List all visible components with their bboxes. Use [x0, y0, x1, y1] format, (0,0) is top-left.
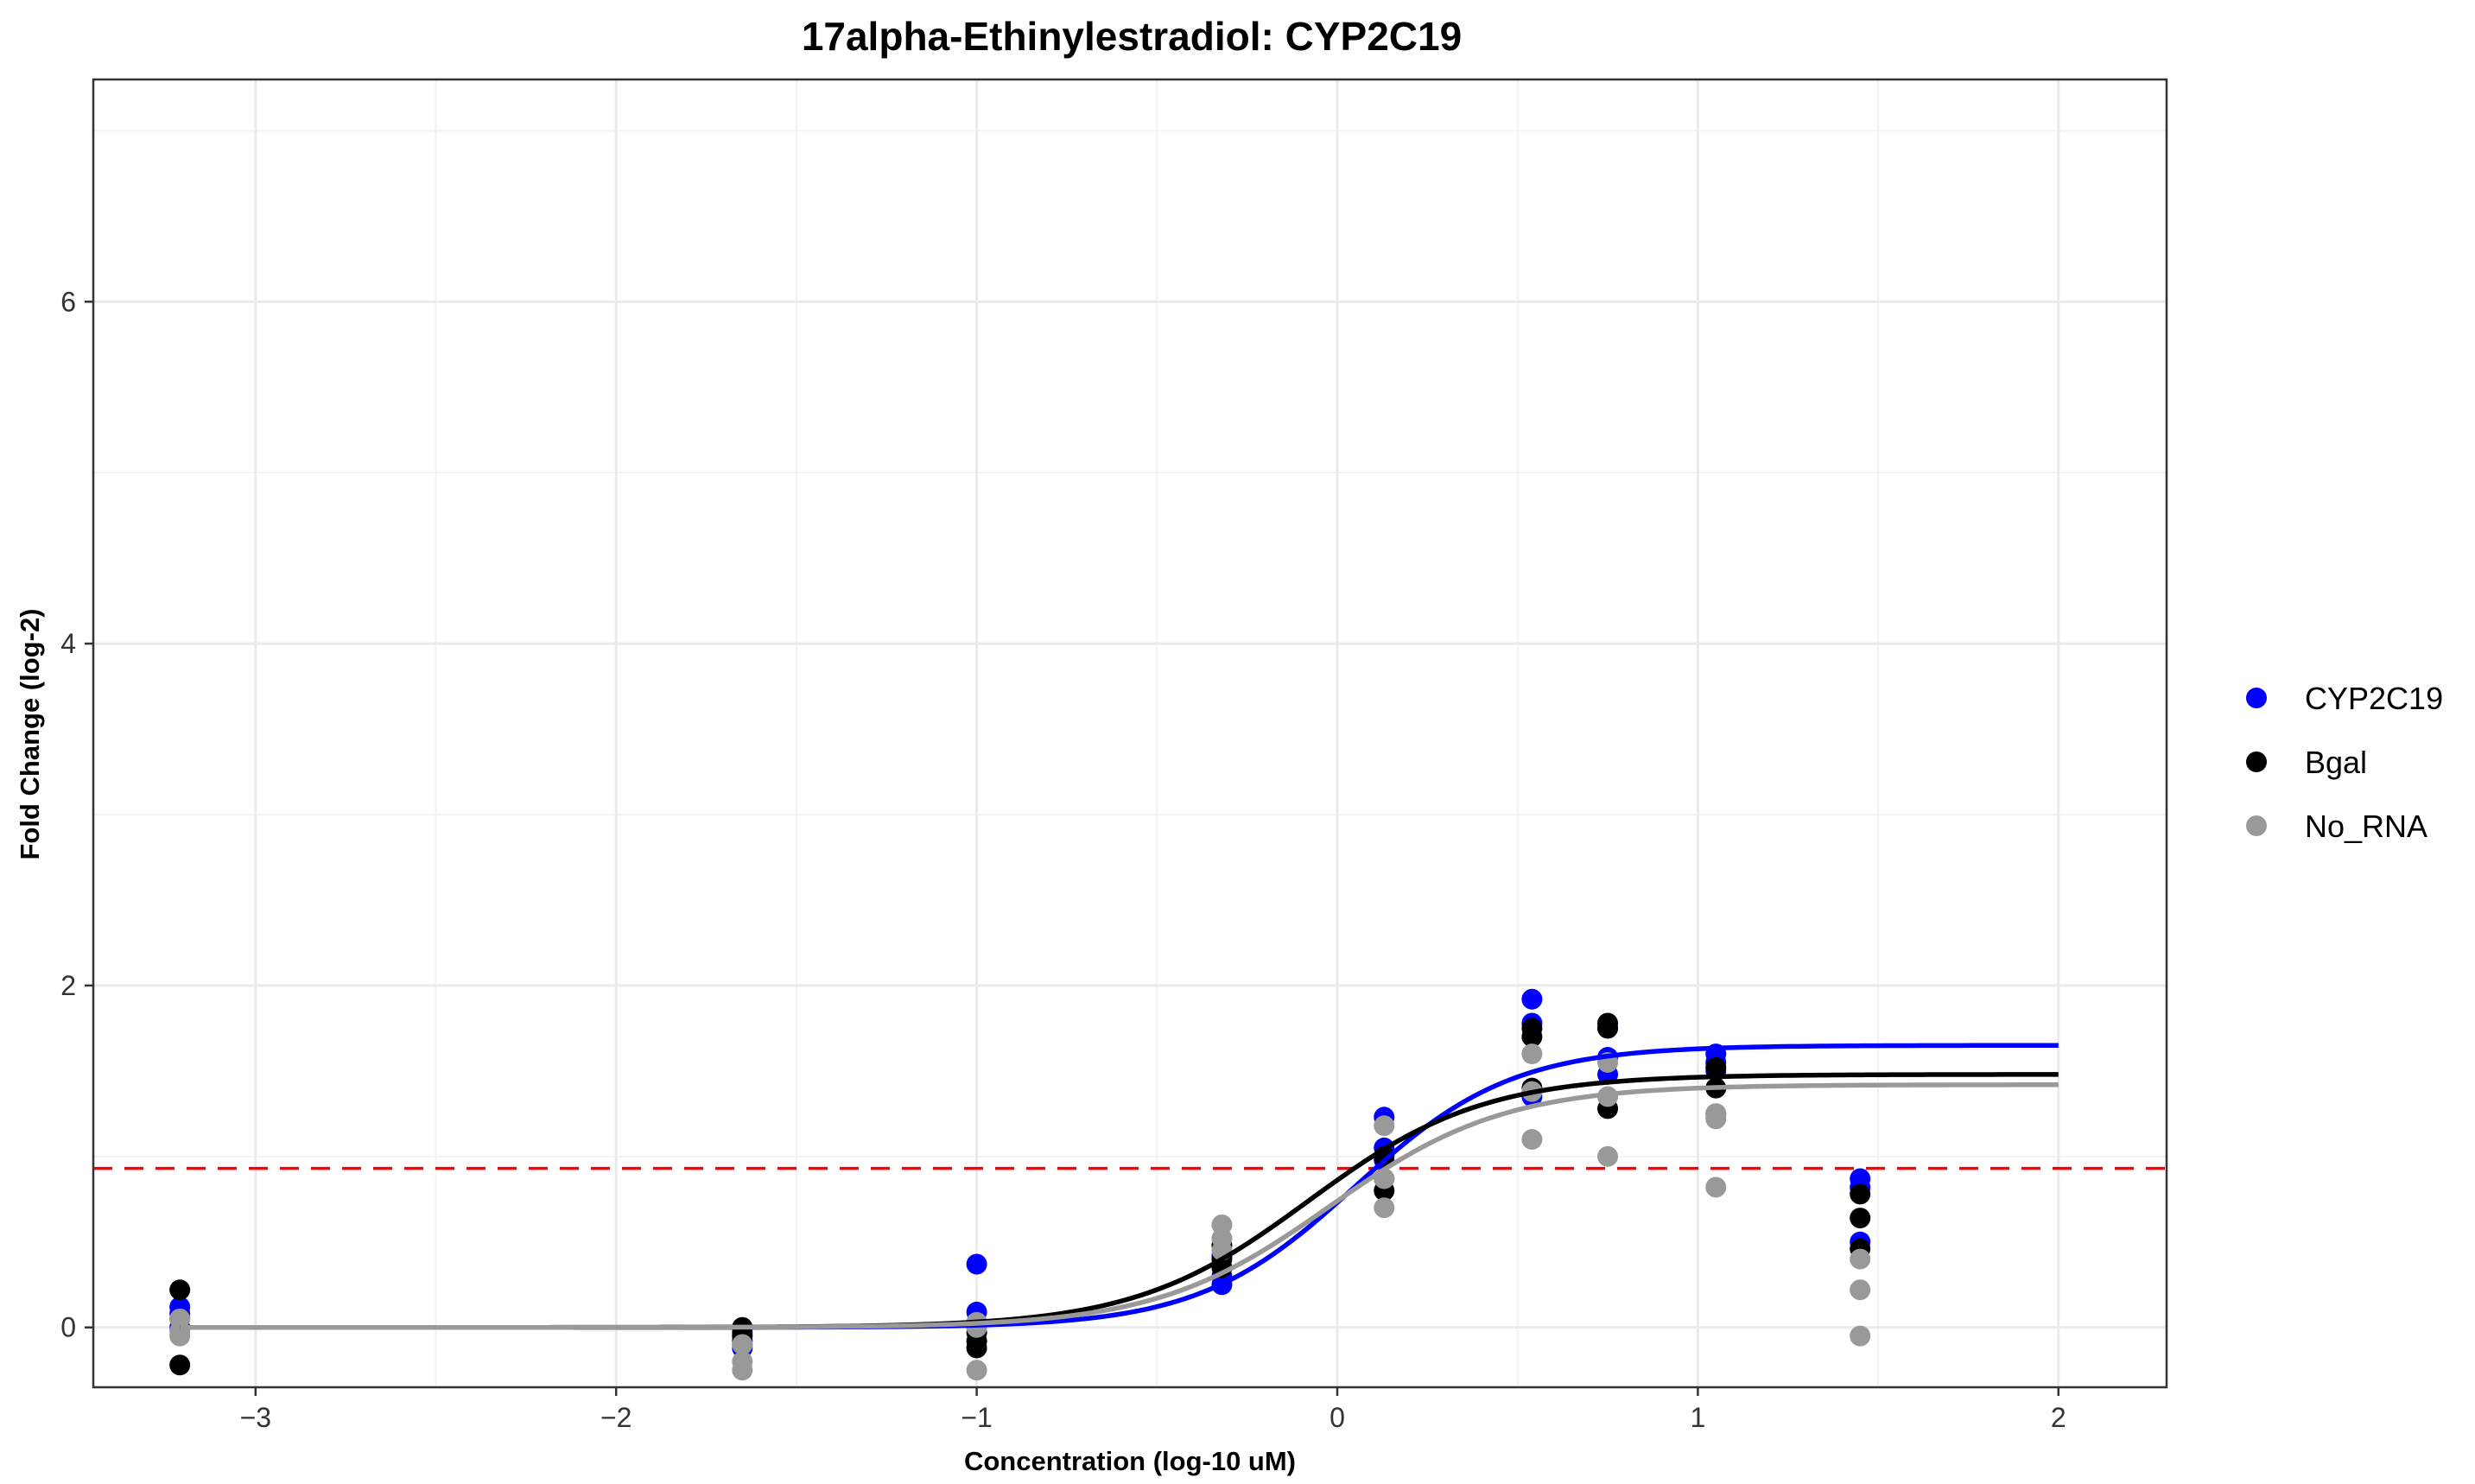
data-point — [169, 1279, 191, 1301]
data-point — [1374, 1115, 1395, 1137]
minor-gridlines — [93, 79, 2167, 1387]
data-point — [1850, 1183, 1871, 1205]
data-point — [966, 1253, 987, 1275]
data-point — [1597, 1145, 1619, 1167]
y-axis-title: Fold Change (log-2) — [15, 608, 45, 859]
fit-curve-no-rna — [180, 1082, 2059, 1330]
y-tick-label: 6 — [60, 286, 76, 317]
x-axis: −3 −2 −1 0 1 2 — [240, 1387, 2066, 1433]
fit-curves-layer — [180, 1043, 2059, 1330]
data-point — [1521, 1043, 1543, 1065]
data-point — [1850, 1208, 1871, 1229]
x-tick-label: −2 — [600, 1402, 631, 1433]
chart-title: 17alpha-Ethinylestradiol: CYP2C19 — [802, 14, 1462, 59]
x-axis-title: Concentration (log-10 uM) — [964, 1446, 1296, 1476]
data-point — [1705, 1108, 1727, 1130]
y-tick-label: 2 — [60, 970, 76, 1001]
y-tick-label: 0 — [60, 1312, 76, 1343]
legend-label: No_RNA — [2305, 809, 2427, 844]
legend-key — [2246, 688, 2267, 708]
data-point — [169, 1320, 191, 1341]
data-point — [1705, 1056, 1727, 1078]
plot-panel — [92, 78, 2168, 1389]
legend-key — [2246, 752, 2267, 772]
data-point — [966, 1337, 987, 1359]
data-point — [1850, 1279, 1871, 1301]
data-point — [1850, 1325, 1871, 1347]
data-point — [966, 1360, 987, 1381]
panel-border — [92, 78, 2168, 1389]
y-axis: 0 2 4 6 — [60, 286, 93, 1343]
data-point — [732, 1360, 753, 1381]
data-point — [732, 1334, 753, 1355]
x-tick-label: 0 — [1330, 1402, 1345, 1433]
data-point — [1521, 1026, 1543, 1048]
data-point — [1521, 988, 1543, 1010]
x-tick-label: 1 — [1690, 1402, 1705, 1433]
data-point — [1521, 1129, 1543, 1151]
data-point — [169, 1354, 191, 1376]
data-point — [1850, 1248, 1871, 1270]
legend: CYP2C19 Bgal No_RNA — [2246, 681, 2443, 844]
legend-label: CYP2C19 — [2305, 681, 2443, 716]
x-tick-label: −1 — [961, 1402, 992, 1433]
legend-label: Bgal — [2305, 745, 2367, 780]
data-point — [1374, 1197, 1395, 1219]
legend-key — [2246, 815, 2267, 836]
x-tick-label: 2 — [2051, 1402, 2066, 1433]
y-tick-label: 4 — [60, 628, 76, 659]
data-point — [1597, 1018, 1619, 1039]
x-tick-label: −3 — [240, 1402, 271, 1433]
data-point — [1705, 1176, 1727, 1198]
